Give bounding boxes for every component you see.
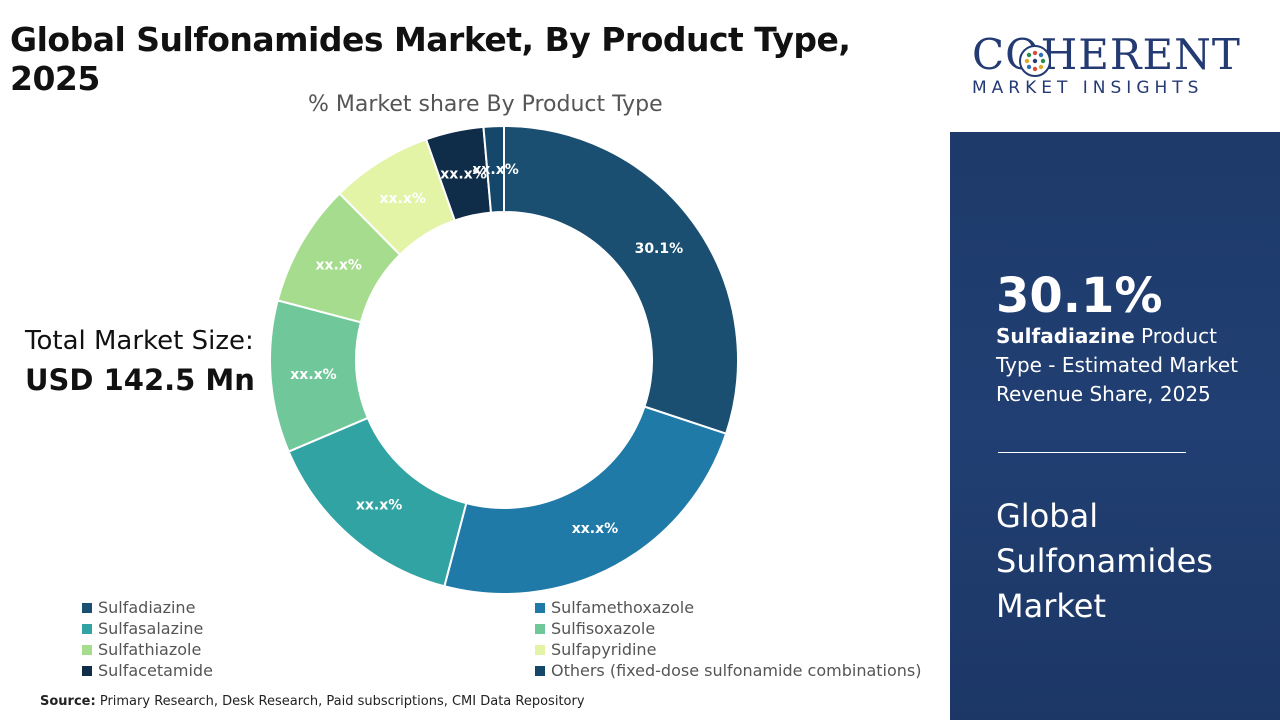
slice-label: xx.x% — [356, 497, 402, 513]
legend-item: Sulfamethoxazole — [535, 598, 694, 617]
slice-label: xx.x% — [379, 191, 425, 207]
slice-label: xx.x% — [472, 162, 518, 178]
chart-panel: Global Sulfonamides Market, By Product T… — [10, 20, 922, 709]
summary-panel: COHERENT MARKET INSIGHTS 30.1% Sulfadiaz… — [950, 0, 1280, 720]
chart-title: % Market share By Product Type — [308, 92, 663, 117]
legend-label: Sulfasalazine — [98, 619, 204, 638]
source-note: Source: Primary Research, Desk Research,… — [40, 694, 585, 709]
legend-item: Sulfadiazine — [82, 598, 195, 617]
legend-label: Sulfapyridine — [551, 640, 657, 659]
slice-label: xx.x% — [440, 166, 486, 182]
donut-slice-others — [482, 124, 505, 214]
summary-divider — [998, 452, 1186, 453]
highlight-stat-value: 30.1% — [996, 268, 1163, 324]
donut-slice-sulfamethoxazole — [443, 405, 728, 595]
logo-tagline: MARKET INSIGHTS — [972, 78, 1204, 98]
market-name: Global Sulfonamides Market — [996, 497, 1213, 625]
legend-item: Sulfacetamide — [82, 661, 213, 680]
slice-label: 30.1% — [635, 241, 684, 257]
legend-swatch — [535, 602, 545, 613]
slice-label: xx.x% — [572, 521, 618, 537]
slice-label: xx.x% — [290, 367, 336, 383]
legend-item: Sulfasalazine — [82, 619, 203, 638]
legend-swatch — [82, 602, 92, 613]
legend-swatch — [82, 623, 92, 634]
legend-label: Sulfisoxazole — [551, 619, 656, 638]
highlight-segment-name: Sulfadiazine — [996, 324, 1135, 348]
legend-swatch — [535, 623, 545, 634]
slice-label: xx.x% — [315, 257, 361, 273]
legend-swatch — [82, 665, 92, 676]
legend-swatch — [82, 644, 92, 655]
page-title: Global Sulfonamides Market, By Product T… — [10, 20, 851, 98]
total-market-size-label: Total Market Size: — [25, 326, 254, 356]
legend-item: Sulfisoxazole — [535, 619, 655, 638]
summary-background — [950, 132, 1280, 720]
source-text: Primary Research, Desk Research, Paid su… — [99, 694, 585, 709]
legend-swatch — [535, 665, 545, 676]
legend-label: Others (fixed-dose sulfonamide combinati… — [551, 661, 922, 680]
highlight-stat-description: Sulfadiazine Product Type - Estimated Ma… — [996, 322, 1266, 409]
logo-wordmark: COHERENT — [972, 30, 1241, 79]
legend-swatch — [535, 644, 545, 655]
legend-item: Sulfathiazole — [82, 640, 201, 659]
legend-item: Others (fixed-dose sulfonamide combinati… — [535, 661, 921, 680]
legend-label: Sulfamethoxazole — [551, 598, 695, 617]
legend-label: Sulfathiazole — [98, 640, 202, 659]
legend-item: Sulfapyridine — [535, 640, 656, 659]
legend-label: Sulfacetamide — [98, 661, 213, 680]
globe-icon — [1019, 45, 1051, 77]
logo: COHERENT MARKET INSIGHTS — [950, 0, 1280, 132]
highlight-stat-text: Product Type - Estimated Market Revenue … — [996, 324, 1239, 406]
donut-slice-sulfadiazine — [503, 124, 739, 435]
legend-label: Sulfadiazine — [98, 598, 196, 617]
source-label: Source: — [40, 694, 96, 709]
donut-chart: 30.1%xx.x%xx.x%xx.x%xx.x%xx.x%xx.x%xx.x% — [269, 124, 739, 595]
total-market-size-value: USD 142.5 Mn — [25, 363, 255, 397]
